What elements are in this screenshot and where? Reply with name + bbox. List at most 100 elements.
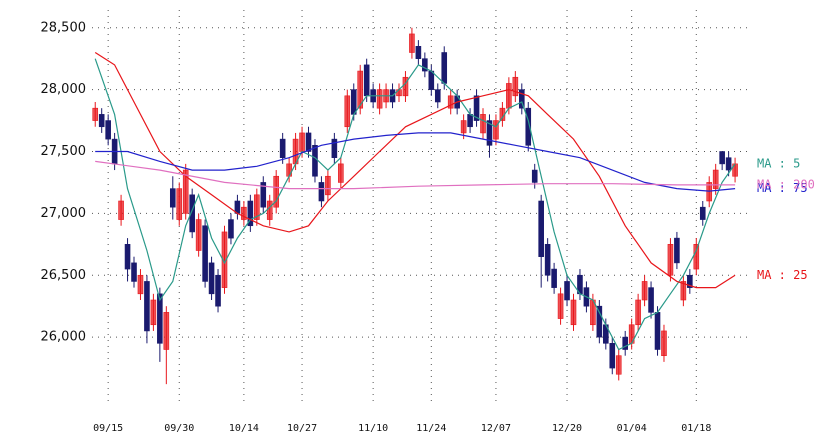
x-tick-label: 11/24 — [416, 423, 446, 434]
candle-body — [674, 237, 680, 264]
candle-body — [570, 299, 577, 326]
candle-body — [699, 206, 706, 220]
candle-body — [163, 312, 170, 350]
candle-body — [518, 89, 525, 109]
candle-body — [325, 175, 331, 196]
x-tick-label: 09/15 — [93, 423, 123, 434]
candle-body — [712, 169, 719, 189]
ma-line — [95, 160, 736, 190]
candle-body — [338, 163, 344, 183]
candle-body — [486, 120, 493, 146]
candle-body — [596, 305, 603, 338]
candle-body — [609, 343, 616, 369]
x-tick-label: 01/18 — [681, 423, 711, 434]
candle-body — [622, 336, 629, 350]
candle-body — [467, 114, 473, 128]
candle-body — [318, 182, 325, 202]
legend-label: MA : 75 — [757, 181, 808, 195]
legend-label: MA : 5 — [757, 156, 800, 170]
x-tick-label: 01/04 — [617, 423, 647, 434]
candle-body — [266, 200, 273, 220]
candle-body — [635, 299, 641, 326]
candle-body — [124, 244, 131, 270]
candle-body — [118, 200, 124, 220]
x-tick-label: 12/20 — [552, 423, 582, 434]
candle-body — [564, 281, 570, 301]
candle-body — [254, 194, 260, 220]
legend-label: MA : 200 — [757, 177, 815, 191]
legend-label: MA : 25 — [757, 268, 808, 282]
candle-body — [506, 83, 512, 109]
candle-body — [182, 169, 189, 214]
candle-body — [279, 138, 286, 158]
candle-body — [661, 330, 667, 356]
candle-body — [363, 64, 370, 97]
candle-body — [176, 188, 183, 220]
candle-body — [447, 95, 454, 109]
candle-body — [687, 274, 693, 288]
candle-body — [169, 188, 176, 208]
candle-body — [428, 70, 435, 90]
candle-body — [357, 70, 364, 109]
candle-body — [680, 281, 687, 301]
x-tick-label: 10/27 — [287, 423, 317, 434]
ma-line — [94, 51, 736, 289]
candle-body — [460, 120, 467, 134]
candle-body — [648, 287, 654, 313]
candle-body — [667, 244, 674, 276]
candle-body — [131, 262, 137, 282]
y-tick-label: 26,500 — [41, 268, 87, 283]
ma-line — [95, 132, 736, 192]
x-tick-label: 09/30 — [164, 423, 194, 434]
candle-body — [331, 138, 338, 158]
candle-body — [137, 274, 144, 295]
y-tick-label: 28,000 — [41, 82, 87, 97]
ma-line — [94, 58, 736, 351]
candle-body — [312, 145, 318, 177]
candle-body — [98, 114, 105, 128]
candle-body — [376, 89, 383, 109]
candle-body — [228, 219, 234, 239]
candle-body — [557, 293, 564, 319]
candle-body — [538, 200, 544, 257]
candle-body — [350, 89, 357, 115]
candle-body — [273, 175, 279, 208]
y-tick-label: 27,500 — [41, 144, 87, 159]
candle-body — [299, 132, 305, 152]
candle-body — [493, 120, 499, 140]
candle-body — [415, 46, 422, 59]
candle-body — [480, 114, 486, 134]
candle-body — [422, 58, 428, 72]
x-tick-label: 10/14 — [229, 423, 259, 434]
candle-body — [693, 244, 700, 270]
candle-body — [344, 95, 351, 128]
candle-body — [434, 89, 441, 103]
candle-body — [157, 293, 163, 344]
candle-body — [202, 225, 208, 282]
candle-body — [241, 206, 247, 220]
candle-body — [286, 163, 292, 177]
candle-body — [409, 33, 415, 53]
candle-body — [215, 274, 221, 307]
x-tick-label: 12/07 — [481, 423, 511, 434]
candle-body — [441, 52, 448, 84]
candle-body — [525, 107, 532, 146]
candle-body — [725, 157, 732, 171]
candle-body — [208, 262, 215, 295]
candle-body — [221, 231, 228, 288]
candle-body — [615, 355, 622, 375]
x-tick-label: 11/10 — [358, 423, 388, 434]
candle-body — [719, 151, 725, 165]
candle-body — [195, 219, 202, 251]
candle-body — [551, 268, 557, 288]
candle-body — [92, 107, 99, 121]
candle-body — [305, 132, 312, 152]
candle-body — [144, 281, 150, 332]
y-tick-label: 28,500 — [41, 20, 87, 35]
candle-body — [105, 120, 111, 140]
candle-body — [150, 299, 157, 326]
y-tick-label: 27,000 — [41, 206, 87, 221]
candle-body — [189, 194, 195, 233]
